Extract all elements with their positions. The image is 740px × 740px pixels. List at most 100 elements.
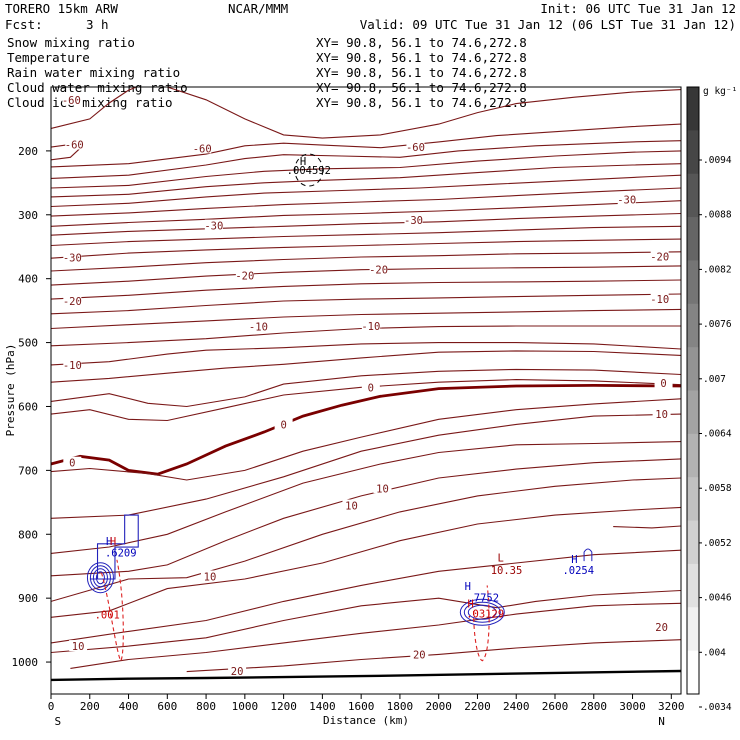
y-tick-label: 1000 — [12, 656, 39, 669]
temperature-contour — [51, 200, 681, 227]
y-tick-label: 700 — [18, 464, 38, 477]
contour-label: 20 — [231, 666, 244, 678]
value-annotation: .6209 — [105, 548, 137, 560]
contour-label: -60 — [65, 140, 84, 152]
temperature-contour — [51, 379, 681, 422]
extremum-marker: H — [106, 536, 112, 548]
contour-label-bg — [361, 381, 380, 393]
x-axis: 0 200 400 600 800 1000 1200 1400 1600 1800 2000 220… — [48, 694, 685, 728]
x-tick-label: 2000 — [425, 700, 452, 713]
model-title: TORERO 15km ARW — [5, 1, 118, 16]
plot-frame — [50, 86, 682, 695]
temperature-contour — [51, 413, 681, 519]
temperature-contour — [51, 87, 137, 130]
center-label: NCAR/MMM — [228, 1, 288, 16]
contour-label-bg — [652, 620, 671, 632]
extremum-marker: H — [571, 554, 577, 566]
valid-time: Valid: 09 UTC Tue 31 Jan 12 (06 LST Tue … — [360, 17, 736, 32]
cloud-water-contour — [459, 598, 505, 626]
contour-label: -10 — [650, 294, 669, 306]
fcst-label: Fcst: — [5, 17, 43, 32]
y-axis-label: Pressure (hPa) — [4, 344, 17, 437]
contour-label-bg — [404, 213, 423, 225]
temperature-contour — [51, 163, 681, 198]
contour-label-bg — [617, 193, 636, 205]
legend-xy: XY= 90.8, 56.1 to 74.6,272.8 — [316, 65, 527, 80]
colorbar-swatch — [687, 650, 699, 695]
colorbar-swatch — [687, 130, 699, 175]
temperature-contour — [70, 602, 681, 669]
value-annotation: .001 — [95, 610, 120, 622]
contour-label-bg — [406, 141, 425, 153]
x-tick-label: 0 — [48, 700, 55, 713]
contour-label: 0 — [660, 378, 666, 390]
colorbar-tick-label: .0058 — [703, 483, 732, 494]
x-axis-label: Distance (km) — [323, 714, 409, 727]
temperature-contour — [51, 506, 681, 618]
contour-label-bg — [654, 376, 673, 388]
colorbar-swatch — [687, 607, 699, 652]
temperature-contour — [51, 293, 681, 315]
colorbar-tick-label: .0082 — [703, 264, 732, 275]
contour-label-bg — [63, 251, 82, 263]
contour-label-bg — [249, 320, 268, 332]
colorbar-swatch — [687, 390, 699, 435]
temperature-contour — [51, 383, 681, 476]
contour-labels: -60 -60 -60 -60 -30 -30 -30 -30 -20 -20 -20 -20 -10 -… — [62, 93, 673, 678]
moisture-contours — [86, 153, 593, 662]
contour-label-bg — [228, 664, 247, 676]
temperature-contour — [51, 279, 681, 300]
contour-label: 10 — [345, 501, 358, 513]
colorbar-swatch — [687, 347, 699, 391]
contour-label-bg — [62, 93, 81, 105]
legend-label: Snow mixing ratio — [7, 35, 135, 50]
contour-label-bg — [204, 219, 223, 231]
contour-label-bg — [373, 482, 392, 494]
y-tick-label: 600 — [18, 400, 38, 413]
temperature-contour — [51, 398, 681, 481]
contour-label: -10 — [63, 360, 82, 372]
temperature-contour — [51, 368, 681, 408]
temperature-contour — [51, 589, 681, 654]
contour-label: 0 — [368, 382, 374, 394]
contour-label-bg — [63, 456, 82, 468]
contour-label: 20 — [413, 649, 426, 661]
temperature-contour — [51, 308, 681, 330]
x-tick-label: 600 — [157, 700, 177, 713]
colorbar-frame — [686, 86, 700, 695]
init-time: Init: 06 UTC Tue 31 Jan 12 — [540, 1, 736, 16]
contour-label: -60 — [193, 143, 212, 155]
extremum-marker: H — [465, 581, 471, 593]
cloud-water-contour — [95, 571, 105, 585]
value-annotation: .03129 — [466, 608, 504, 620]
contour-label: -20 — [650, 251, 669, 263]
cloud-water-contour — [89, 565, 111, 591]
colorbar-swatch — [687, 260, 699, 305]
contour-label-bg — [63, 295, 82, 307]
value-annotation: .004592 — [287, 165, 331, 177]
x-tick-label: 200 — [80, 700, 100, 713]
temperature-contour — [51, 212, 681, 236]
legend-label: Cloud ice mixing ratio — [7, 95, 173, 110]
temperature-contour — [51, 477, 681, 602]
colorbar-swatch — [687, 87, 699, 131]
colorbar-tick-label: .0034 — [703, 702, 732, 713]
y-axis: 200 300 400 500 600 700 800 900 1000 — [12, 145, 51, 669]
contour-label: 10 — [72, 641, 85, 653]
cloud-water-contour — [583, 548, 593, 562]
x-tick-label: 1000 — [232, 700, 259, 713]
temperature-contour — [51, 325, 681, 347]
endpoint-label-south: S — [54, 715, 61, 728]
x-tick-label: 2800 — [581, 700, 608, 713]
legend-label: Temperature — [7, 50, 90, 65]
temperature-contour — [51, 549, 681, 644]
markers: HL HHHHH.00459210.35.0254.7752.03129.6209… — [95, 156, 594, 622]
colorbar-tick-label: .0076 — [703, 319, 732, 330]
colorbar-tick-label: .004 — [703, 647, 726, 658]
fcst-value: 3 h — [86, 17, 109, 32]
x-tick-label: 2200 — [464, 700, 491, 713]
contour-label: -10 — [249, 322, 268, 334]
contour-label-bg — [410, 648, 429, 660]
contour-label: -20 — [63, 296, 82, 308]
colorbar-tick-label: .0052 — [703, 538, 732, 549]
